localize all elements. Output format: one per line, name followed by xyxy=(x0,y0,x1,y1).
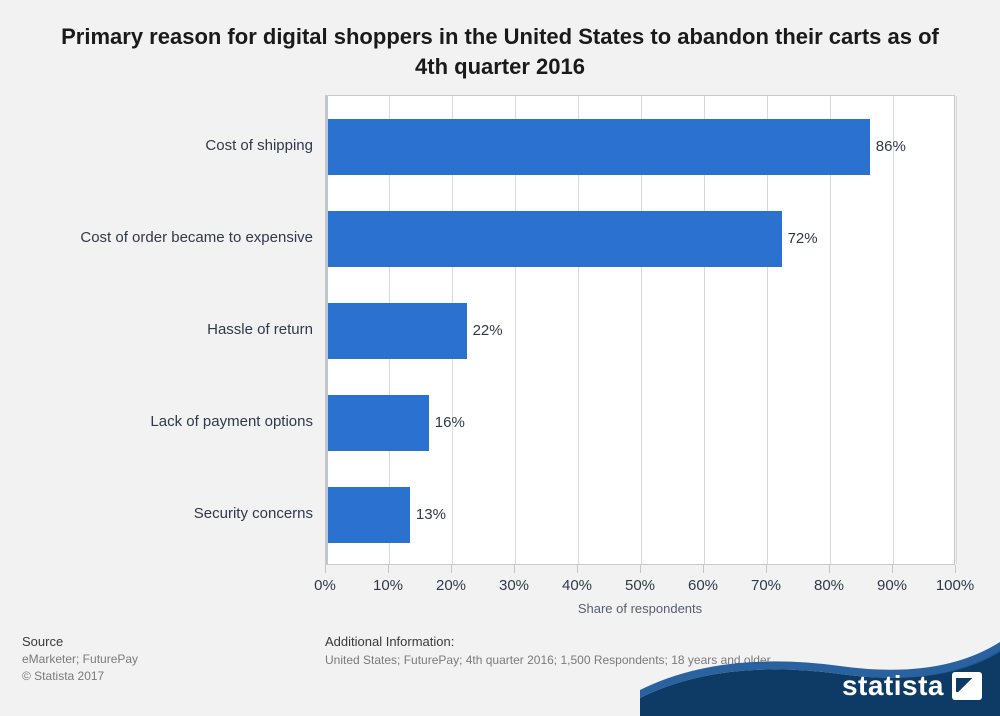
source-block: Source eMarketer; FuturePay © Statista 2… xyxy=(22,634,138,683)
category-label: Lack of payment options xyxy=(150,413,313,430)
x-axis-title: Share of respondents xyxy=(325,601,955,616)
x-tick-mark xyxy=(955,565,956,573)
brand-name: statista xyxy=(842,670,944,702)
x-tick-label: 70% xyxy=(751,577,781,594)
x-tick-mark xyxy=(577,565,578,573)
x-tick-label: 30% xyxy=(499,577,529,594)
x-tick-label: 40% xyxy=(562,577,592,594)
x-tick-mark xyxy=(388,565,389,573)
bar-value-label: 22% xyxy=(473,322,503,339)
x-tick-label: 80% xyxy=(814,577,844,594)
gridline xyxy=(956,96,957,564)
x-tick-mark xyxy=(451,565,452,573)
category-label: Hassle of return xyxy=(207,321,313,338)
bar xyxy=(328,395,429,451)
x-tick-label: 50% xyxy=(625,577,655,594)
x-tick-mark xyxy=(892,565,893,573)
footer: Source eMarketer; FuturePay © Statista 2… xyxy=(0,630,1000,716)
plot: 86% 72% 22% 16% 13% xyxy=(326,96,954,564)
category-label: Security concerns xyxy=(194,505,313,522)
bar-value-label: 86% xyxy=(876,138,906,155)
bar xyxy=(328,211,782,267)
x-tick-mark xyxy=(766,565,767,573)
bar xyxy=(328,303,467,359)
category-label: Cost of shipping xyxy=(205,137,313,154)
x-tick-label: 20% xyxy=(436,577,466,594)
x-tick-mark xyxy=(640,565,641,573)
bar xyxy=(328,487,410,543)
source-line-2: © Statista 2017 xyxy=(22,669,138,683)
gridline xyxy=(893,96,894,564)
category-label: Cost of order became to expensive xyxy=(80,229,313,246)
bar-value-label: 16% xyxy=(435,414,465,431)
x-tick-mark xyxy=(703,565,704,573)
x-tick-label: 0% xyxy=(314,577,336,594)
source-line-1: eMarketer; FuturePay xyxy=(22,652,138,666)
x-tick-mark xyxy=(829,565,830,573)
chart-title: Primary reason for digital shoppers in t… xyxy=(0,0,1000,91)
x-tick-label: 100% xyxy=(936,577,974,594)
brand-icon xyxy=(952,672,982,700)
x-tick-label: 60% xyxy=(688,577,718,594)
bar xyxy=(328,119,870,175)
x-tick-mark xyxy=(514,565,515,573)
plot-area: 86% 72% 22% 16% 13% xyxy=(325,95,955,565)
x-tick-mark xyxy=(325,565,326,573)
x-tick-label: 10% xyxy=(373,577,403,594)
source-heading: Source xyxy=(22,634,138,649)
bar-value-label: 72% xyxy=(788,230,818,247)
bar-value-label: 13% xyxy=(416,506,446,523)
x-tick-label: 90% xyxy=(877,577,907,594)
brand-logo: statista xyxy=(842,670,982,702)
brand-swoosh: statista xyxy=(640,630,1000,716)
chart-container: Primary reason for digital shoppers in t… xyxy=(0,0,1000,716)
